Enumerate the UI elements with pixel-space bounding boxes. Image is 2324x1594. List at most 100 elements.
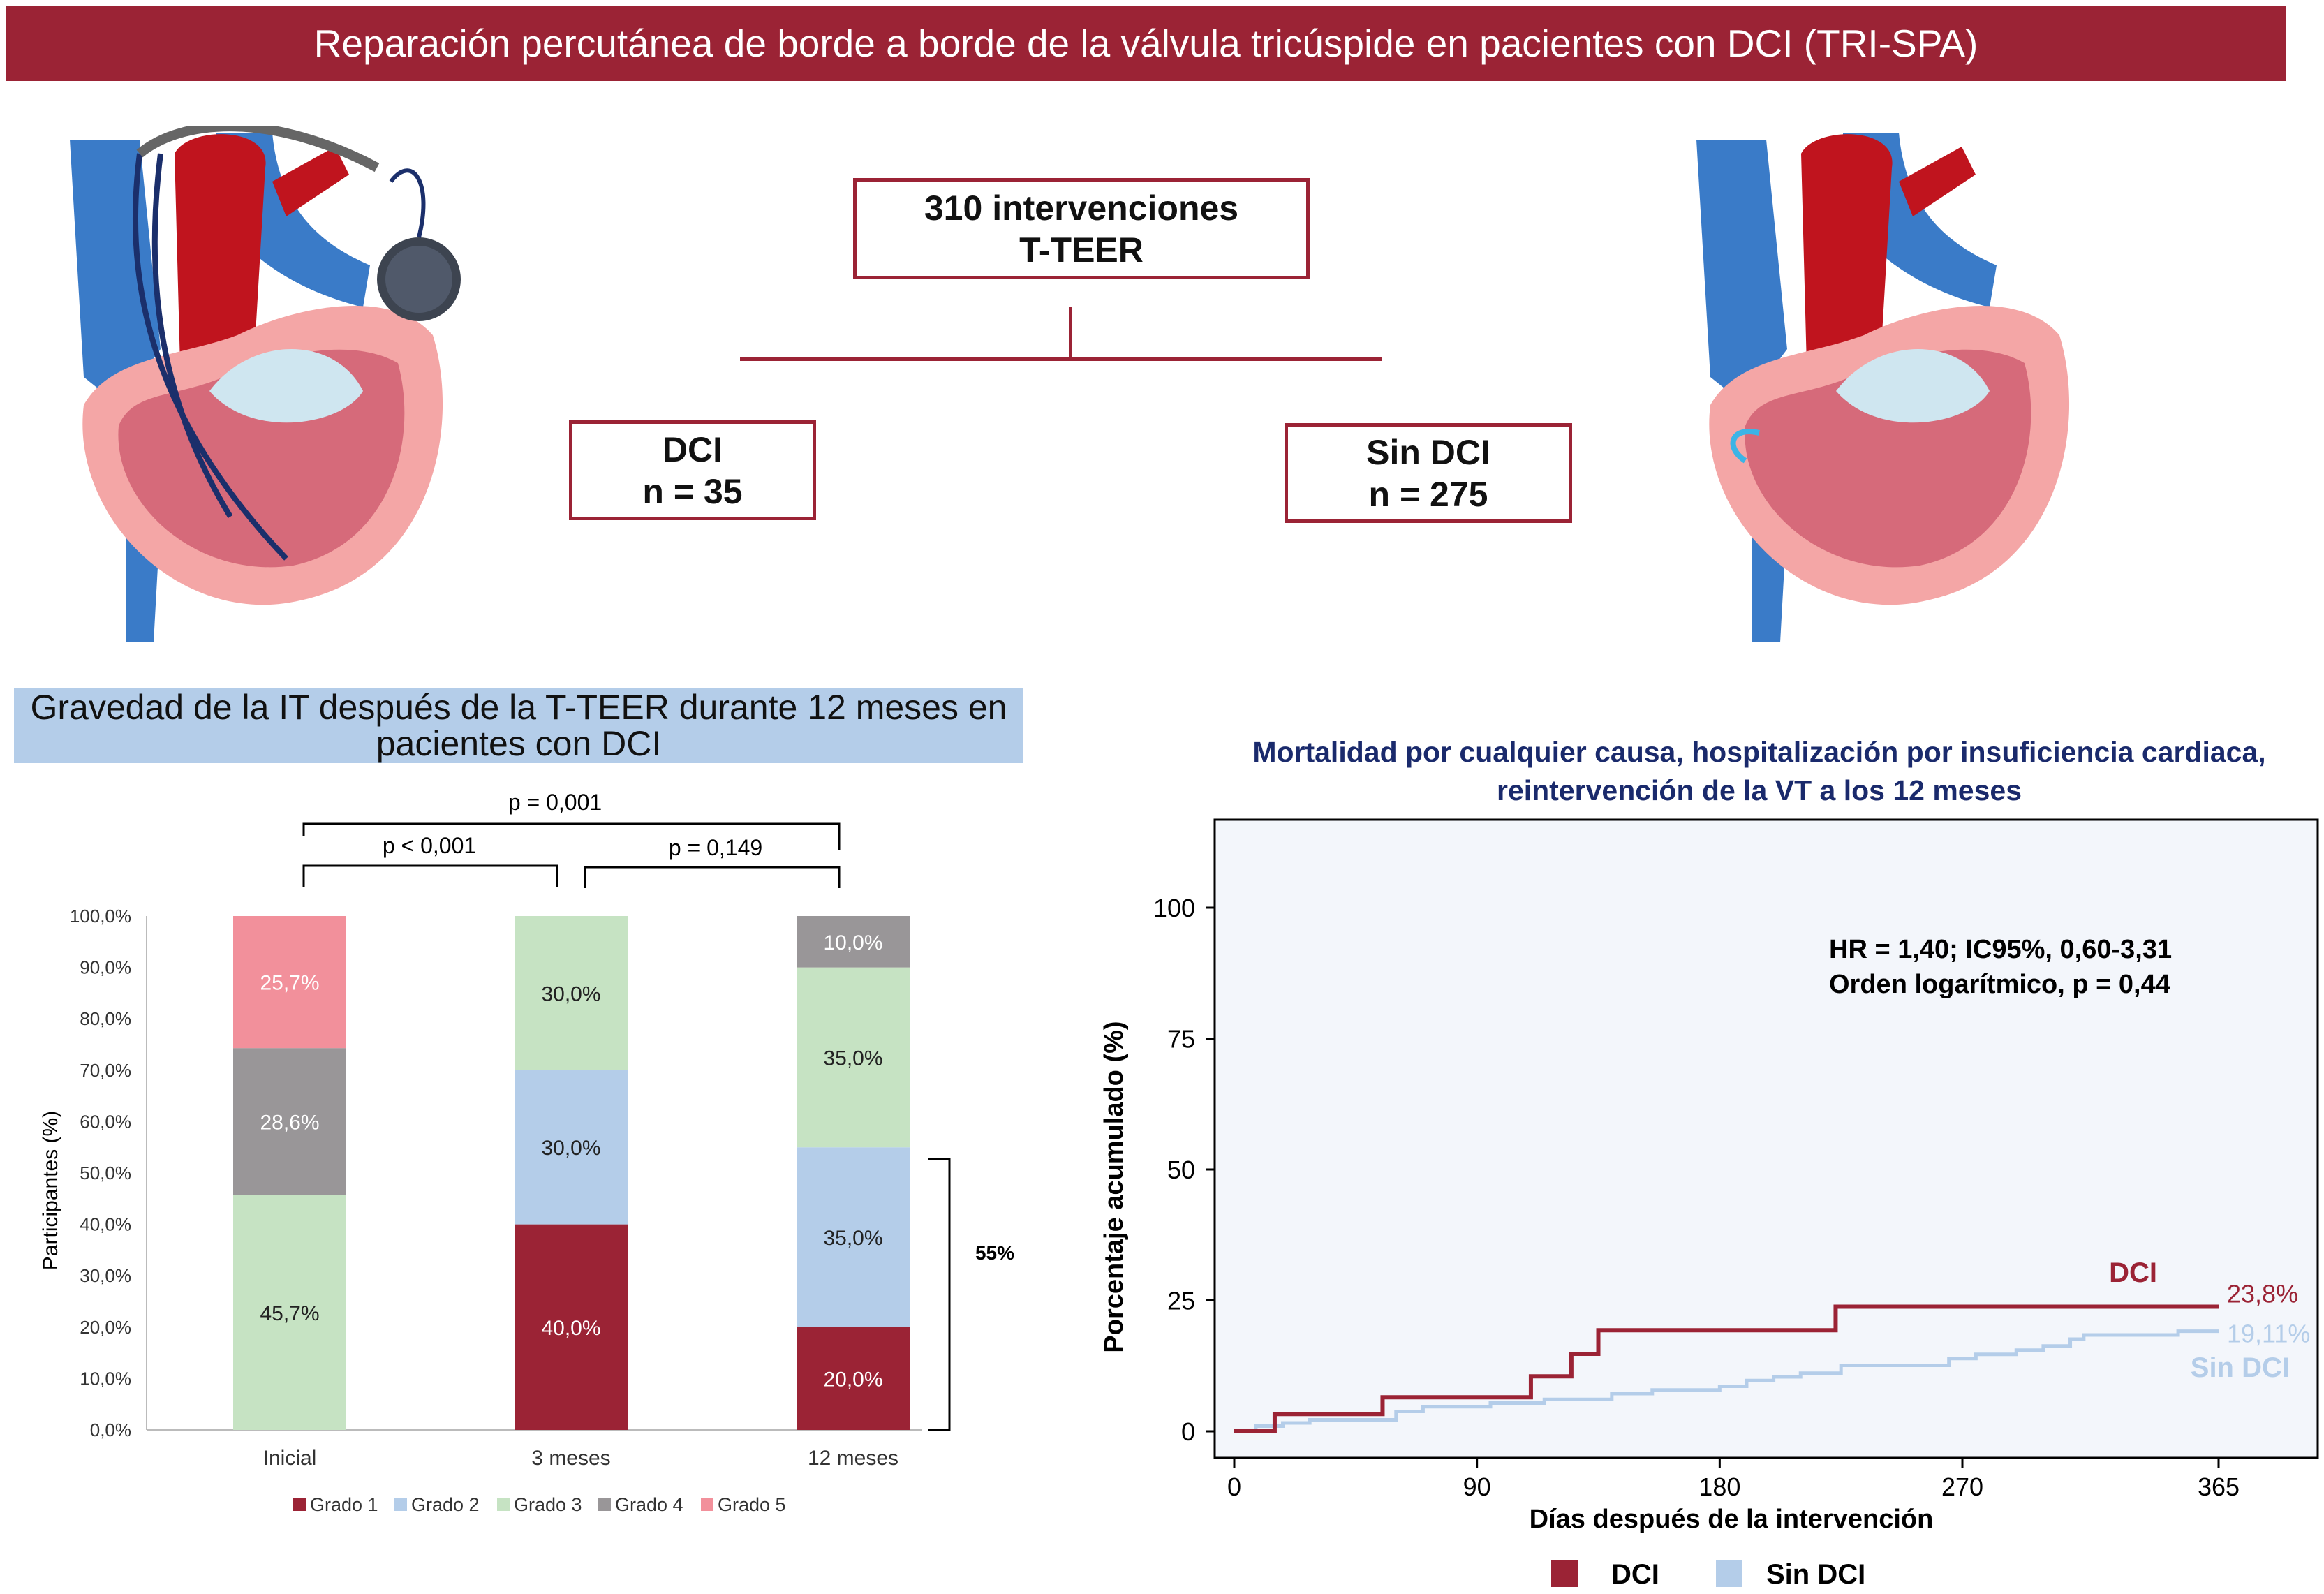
km-plot-area — [1213, 818, 2319, 1459]
bar-segment — [233, 916, 346, 1049]
km-x-tick-label: 270 — [1941, 1473, 1983, 1501]
stacked-bar-chart: p = 0,001 p < 0,001 p = 0,149 55% Partic… — [39, 790, 1014, 1515]
bar-value-label: 35,0% — [823, 1047, 882, 1070]
legend-swatch — [394, 1498, 407, 1511]
bar-value-label: 20,0% — [823, 1368, 882, 1391]
flow-connector-vertical — [1069, 307, 1072, 357]
legend-swatch — [598, 1498, 611, 1511]
sin-dci-line2: n = 275 — [1368, 474, 1488, 514]
bar-value-label: 10,0% — [823, 931, 882, 954]
km-y-tick-label: 75 — [1167, 1025, 1195, 1054]
km-y-tick-label: 100 — [1153, 894, 1195, 922]
bar-segment — [797, 967, 910, 1148]
bracket-55-label: 55% — [975, 1242, 1014, 1264]
km-line-sin-dci — [1234, 1329, 2219, 1433]
bar-segment — [515, 1224, 628, 1430]
legend-label: Grado 1 — [310, 1494, 378, 1515]
bar-value-label: 30,0% — [541, 1137, 600, 1160]
km-legend-swatch — [1551, 1560, 1578, 1587]
km-y-tick-label: 25 — [1167, 1287, 1195, 1315]
bar-title-line2: pacientes con DCI — [376, 724, 662, 763]
km-legend-swatch — [1716, 1560, 1742, 1587]
legend-label: Grado 4 — [615, 1494, 683, 1515]
kaplan-meier-chart: HR = 1,40; IC95%, 0,60-3,31 Orden logarí… — [1100, 818, 2319, 1590]
p-overall-label: p = 0,001 — [508, 790, 602, 815]
km-y-axis-label: Porcentaje acumulado (%) — [1100, 1021, 1129, 1352]
bar-value-label: 40,0% — [541, 1317, 600, 1340]
km-y-tick-label: 50 — [1167, 1156, 1195, 1184]
km-annotation-logrank: Orden logarítmico, p = 0,44 — [1829, 970, 2170, 999]
heart-illustration — [1696, 133, 2070, 642]
bracket-right — [584, 866, 841, 888]
legend-label: Grado 5 — [718, 1494, 786, 1515]
km-annotation-hr: HR = 1,40; IC95%, 0,60-3,31 — [1829, 935, 2172, 964]
dci-group-box: DCI n = 35 — [569, 420, 816, 520]
km-series-name-dci: DCI — [2109, 1257, 2157, 1288]
km-line-dci — [1234, 1304, 2219, 1433]
km-title-line2: reintervención de la VT a los 12 meses — [1496, 774, 2022, 807]
km-x-tick-label: 0 — [1227, 1473, 1241, 1501]
km-x-axis-label: Días después de la intervención — [1530, 1505, 1934, 1534]
km-x-tick-label: 180 — [1698, 1473, 1740, 1501]
legend-swatch — [497, 1498, 510, 1511]
bar-y-tick-label: 30,0% — [80, 1265, 131, 1286]
bar-value-label: 30,0% — [541, 982, 600, 1005]
bar-value-label: 25,7% — [260, 972, 319, 995]
bar-title-line1: Gravedad de la IT después de la T-TEER d… — [30, 687, 1007, 727]
legend-swatch — [293, 1498, 306, 1511]
bracket-55 — [928, 1158, 951, 1431]
bar-y-tick-label: 0,0% — [90, 1419, 131, 1440]
bar-category-label: 3 meses — [531, 1447, 610, 1470]
sin-dci-group-box: Sin DCI n = 275 — [1285, 423, 1572, 523]
bar-category-label: 12 meses — [808, 1447, 898, 1470]
dci-line1: DCI — [662, 429, 723, 469]
p-right-label: p = 0,149 — [669, 835, 762, 860]
bar-y-tick-label: 40,0% — [80, 1214, 131, 1235]
bar-value-label: 28,6% — [260, 1111, 319, 1134]
km-title-line1: Mortalidad por cualquier causa, hospital… — [1252, 736, 2266, 768]
bracket-left — [302, 864, 558, 887]
total-interventions-box: 310 intervenciones T-TEER — [853, 178, 1310, 279]
bar-y-axis-label: Participantes (%) — [39, 1111, 62, 1270]
km-section-title: Mortalidad por cualquier causa, hospital… — [1201, 733, 2318, 811]
sin-dci-line1: Sin DCI — [1366, 432, 1490, 472]
bar-segment — [233, 1048, 346, 1195]
km-legend-label: Sin DCI — [1766, 1559, 1865, 1590]
heart-with-icd-illustration — [70, 126, 461, 642]
bar-value-label: 45,7% — [260, 1302, 319, 1325]
bar-y-tick-label: 80,0% — [80, 1008, 131, 1029]
legend-swatch — [701, 1498, 713, 1511]
legend-label: Grado 2 — [411, 1494, 480, 1515]
bar-y-tick-label: 20,0% — [80, 1317, 131, 1338]
bar-segment — [515, 1070, 628, 1225]
dci-line2: n = 35 — [642, 471, 743, 511]
total-line1: 310 intervenciones — [924, 188, 1239, 228]
bar-segment — [233, 1195, 346, 1430]
bar-y-tick-label: 70,0% — [80, 1060, 131, 1081]
bar-y-tick-label: 60,0% — [80, 1111, 131, 1132]
bar-y-tick-label: 90,0% — [80, 957, 131, 978]
bar-category-label: Inicial — [263, 1447, 317, 1470]
bracket-overall — [302, 822, 841, 850]
bar-y-tick-label: 10,0% — [80, 1368, 131, 1389]
bar-value-label: 35,0% — [823, 1227, 882, 1250]
km-x-tick-label: 90 — [1463, 1473, 1491, 1501]
flow-connector-horizontal — [740, 357, 1382, 361]
km-series-name-sin-dci: Sin DCI — [2191, 1352, 2290, 1383]
p-left-label: p < 0,001 — [383, 833, 476, 858]
bar-section-title: Gravedad de la IT después de la T-TEER d… — [14, 688, 1023, 763]
legend-label: Grado 3 — [514, 1494, 582, 1515]
total-line2: T-TEER — [1019, 230, 1144, 270]
km-x-tick-label: 365 — [2198, 1473, 2240, 1501]
km-legend-label: DCI — [1611, 1559, 1659, 1590]
banner-title: Reparación percutánea de borde a borde d… — [6, 6, 2286, 81]
bar-segment — [797, 916, 910, 968]
bar-segment — [797, 1147, 910, 1327]
bar-y-tick-label: 100,0% — [70, 906, 131, 927]
bar-y-tick-label: 50,0% — [80, 1163, 131, 1183]
km-end-label: 23,8% — [2227, 1280, 2298, 1308]
km-y-tick-label: 0 — [1181, 1417, 1195, 1446]
bar-segment — [515, 916, 628, 1070]
bar-segment — [797, 1327, 910, 1430]
km-end-label: 19,11% — [2227, 1320, 2310, 1348]
